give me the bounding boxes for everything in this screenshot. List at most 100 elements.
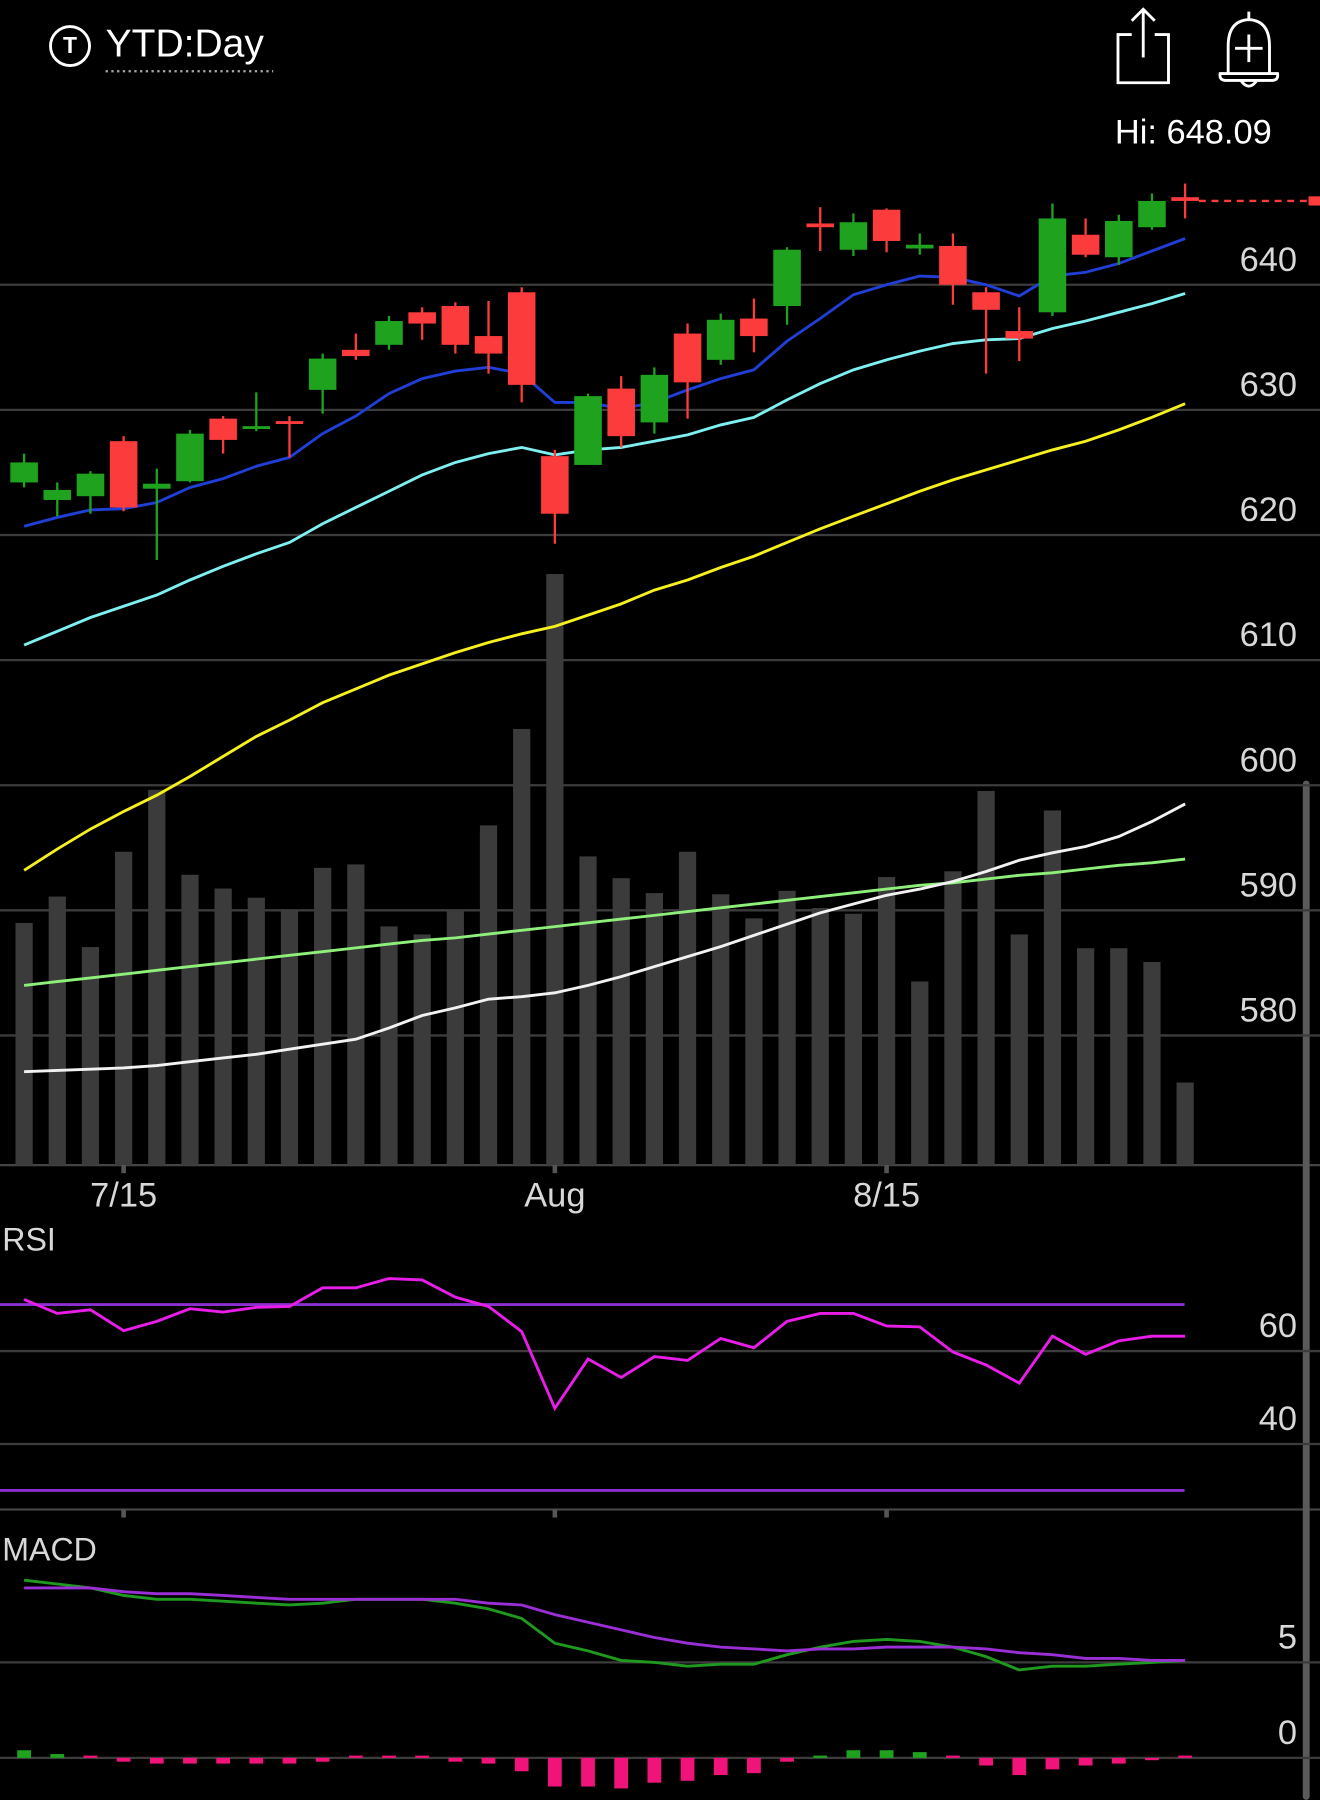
candle-body	[574, 396, 602, 465]
histogram-bar	[448, 1757, 463, 1762]
indicator-line	[23, 292, 1186, 647]
volume-bar	[214, 888, 232, 1166]
panel-title: MACD	[2, 1531, 97, 1567]
range-button[interactable]: T YTD:Day	[49, 22, 274, 73]
x-tick-label: Aug	[524, 1176, 585, 1214]
volume-bar	[347, 864, 365, 1166]
candle-body	[872, 209, 901, 241]
histogram-bar	[647, 1757, 662, 1783]
volume-bar	[380, 926, 398, 1166]
volume-bar	[81, 947, 100, 1166]
y-tick-label: 630	[1240, 366, 1297, 404]
histogram-bar	[1178, 1755, 1193, 1758]
histogram-bar	[149, 1757, 164, 1764]
last-price-marker	[1308, 196, 1320, 206]
candle-body	[773, 249, 801, 307]
y-tick-label: 600	[1240, 741, 1297, 779]
volume-bar	[844, 913, 863, 1166]
bell-icon	[1218, 11, 1280, 88]
volume-bar	[1110, 948, 1128, 1166]
volume-bar	[712, 894, 730, 1166]
candle-body	[209, 418, 237, 440]
histogram-bar	[614, 1757, 629, 1789]
y-tick-label: 60	[1259, 1307, 1297, 1345]
candle-body	[1038, 218, 1067, 313]
candle-body	[1138, 200, 1166, 228]
candle-body	[408, 312, 436, 324]
candle-body	[706, 319, 735, 360]
candle-body	[939, 245, 967, 285]
share-icon-box	[1116, 33, 1170, 85]
y-tick-label: 40	[1259, 1400, 1297, 1438]
volume-bar	[911, 981, 929, 1166]
histogram-bar	[912, 1752, 927, 1758]
candle-body	[507, 292, 536, 385]
share-button[interactable]	[1116, 7, 1170, 85]
histogram-bar	[514, 1757, 529, 1772]
histogram-bar	[183, 1757, 197, 1764]
candle-body	[43, 489, 72, 500]
candle-body	[109, 441, 138, 508]
y-tick-label: 5	[1278, 1618, 1297, 1656]
histogram-bar	[348, 1755, 363, 1758]
histogram-bar	[116, 1757, 131, 1762]
volume-bar	[612, 878, 630, 1166]
y-tick-label: 0	[1278, 1714, 1297, 1752]
indicator-line	[24, 1586, 1186, 1662]
candle-body	[441, 306, 470, 345]
candle-body	[673, 333, 702, 383]
candle-body	[143, 483, 171, 489]
ticker-icon-text: T	[63, 32, 77, 58]
y-tick-label: 590	[1240, 866, 1297, 904]
histogram-bar	[581, 1757, 595, 1787]
histogram-bar	[282, 1757, 297, 1764]
share-icon-arrow	[1130, 7, 1156, 58]
x-tick-label: 8/15	[853, 1176, 920, 1214]
y-tick-label: 620	[1240, 491, 1297, 529]
volume-bar	[1043, 810, 1062, 1166]
indicator-line	[23, 857, 1186, 987]
alert-button[interactable]	[1218, 11, 1280, 88]
candle-body	[308, 358, 337, 390]
candle-body	[607, 388, 635, 437]
histogram-bar	[879, 1750, 894, 1758]
histogram-bar	[1111, 1757, 1126, 1764]
histogram-bar	[846, 1750, 861, 1758]
volume-bar	[479, 825, 498, 1166]
volume-bar	[446, 910, 464, 1166]
histogram-bar	[946, 1755, 960, 1758]
volume-bar	[280, 911, 299, 1166]
y-tick-label: 610	[1240, 616, 1297, 654]
volume-bar	[48, 896, 66, 1166]
histogram-bar	[747, 1757, 761, 1774]
histogram-bar	[315, 1757, 330, 1762]
candle-body	[375, 321, 403, 345]
volume-bar	[115, 851, 133, 1166]
panel-title: RSI	[2, 1222, 56, 1258]
candle-body	[1171, 197, 1199, 201]
indicator-line	[23, 402, 1186, 872]
volume-bar	[314, 867, 332, 1166]
indicator-line	[23, 237, 1186, 528]
indicator-line	[23, 1277, 1186, 1412]
volume-bar	[811, 908, 829, 1166]
volume-bar	[678, 851, 697, 1166]
histogram-bar	[1045, 1757, 1060, 1770]
volume-bar	[1176, 1082, 1194, 1166]
volume-bar	[579, 856, 597, 1166]
histogram-bar	[547, 1757, 562, 1787]
histogram-bar	[216, 1757, 231, 1764]
volume-bar	[745, 918, 763, 1166]
candle-body	[740, 318, 768, 337]
candle-body	[640, 374, 669, 423]
histogram-bar	[1145, 1757, 1159, 1761]
volume-bar	[148, 789, 166, 1166]
histogram-bar	[83, 1755, 98, 1758]
histogram-bar	[481, 1757, 496, 1764]
ticker-icon	[49, 25, 91, 67]
volume-bar	[546, 574, 564, 1166]
scrollbar[interactable]	[1302, 780, 1310, 1800]
high-label: Hi: 648.09	[1115, 113, 1272, 151]
volume-bar	[247, 897, 265, 1166]
